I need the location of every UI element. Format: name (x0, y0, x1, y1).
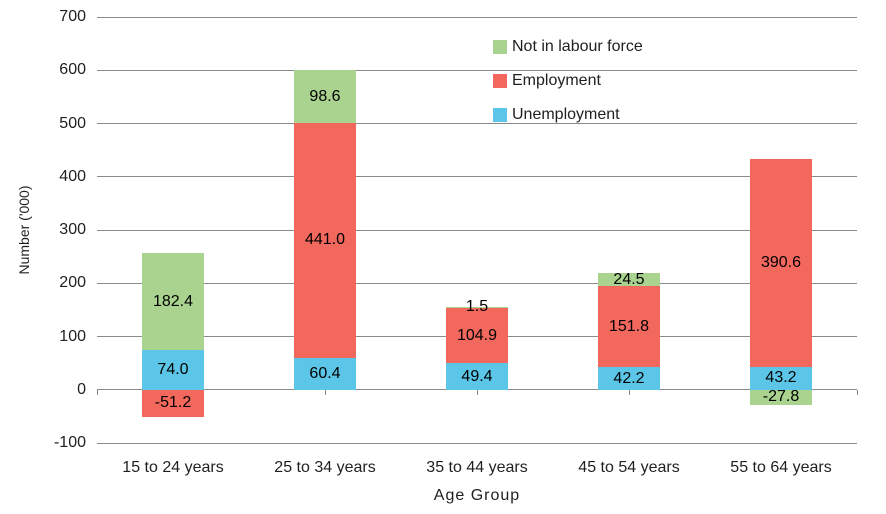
data-label: 98.6 (309, 87, 341, 105)
data-label: 1.5 (465, 298, 489, 316)
data-label: -27.8 (762, 388, 800, 406)
x-category-label: 25 to 34 years (274, 459, 376, 476)
bar-segment-employment (598, 286, 660, 368)
x-category-label: 55 to 64 years (730, 459, 832, 476)
data-label: 390.6 (760, 253, 802, 271)
y-tick-label: -100 (53, 434, 86, 451)
y-tick-label: 200 (59, 274, 86, 292)
bar-segment-unemployment (750, 366, 812, 390)
bar-segment-unemployment (142, 350, 204, 390)
x-category-label: 15 to 24 years (122, 459, 224, 476)
legend-swatch (493, 73, 507, 88)
bar-segment-employment (294, 122, 356, 358)
bar-segment-not-in-labour-force (750, 389, 812, 405)
gridline--100 (97, 442, 857, 444)
data-label: 104.9 (456, 326, 498, 344)
bar-segment-unemployment (294, 357, 356, 390)
category-tick (476, 389, 478, 395)
bar-segment-unemployment (598, 367, 660, 390)
bar-segment-unemployment (446, 363, 508, 390)
x-category-label: 35 to 44 years (426, 459, 528, 476)
data-label: 43.2 (765, 369, 797, 387)
data-label: 182.4 (152, 292, 194, 310)
bar-segment-not-in-labour-force (294, 70, 356, 123)
legend-item-unemployment: Unemployment (493, 104, 643, 125)
data-label: -51.2 (154, 394, 192, 412)
bar-segment-employment (750, 158, 812, 367)
legend: Not in labour force Employment Unemploymen… (493, 36, 643, 125)
y-tick-label: 700 (59, 8, 86, 25)
y-tick-label: 600 (59, 61, 86, 79)
legend-item-employment: Employment (493, 70, 643, 91)
gridline-600 (97, 69, 857, 71)
y-tick-label: 100 (59, 327, 86, 345)
category-tick (324, 389, 326, 395)
legend-swatch (493, 107, 507, 122)
legend-swatch (493, 39, 507, 54)
gridline-700 (97, 16, 857, 18)
gridline-200 (97, 282, 857, 284)
data-label: 441.0 (304, 231, 346, 249)
gridline-300 (97, 229, 857, 231)
legend-label: Not in labour force (512, 38, 643, 55)
y-tick-label: 400 (59, 167, 86, 185)
y-tick-label: 300 (59, 221, 86, 238)
category-tick (96, 389, 98, 395)
bar-segment-not-in-labour-force (598, 273, 660, 287)
legend-label: Unemployment (512, 106, 620, 123)
bar-segment-not-in-labour-force (446, 306, 508, 308)
gridline-500 (97, 123, 857, 124)
category-tick (856, 389, 858, 395)
y-tick-label: 500 (59, 114, 86, 132)
bar-segment-employment (446, 307, 508, 364)
legend-label: Employment (512, 72, 601, 89)
data-label: 74.0 (157, 361, 189, 379)
x-category-label: 45 to 54 years (578, 459, 680, 476)
data-label: 151.8 (608, 317, 650, 335)
data-label: 24.5 (613, 270, 645, 288)
gridline-400 (97, 176, 857, 178)
category-tick (628, 389, 630, 395)
data-label: 60.4 (309, 364, 341, 382)
bar-segment-not-in-labour-force (142, 253, 204, 351)
legend-item-not-in-labour-force: Not in labour force (493, 36, 643, 57)
bar-segment-employment (142, 389, 204, 417)
data-label: 49.4 (461, 367, 493, 385)
y-tick-label: 0 (77, 380, 86, 398)
data-label: 42.2 (613, 369, 645, 387)
x-axis-title: Age Group (433, 487, 521, 504)
